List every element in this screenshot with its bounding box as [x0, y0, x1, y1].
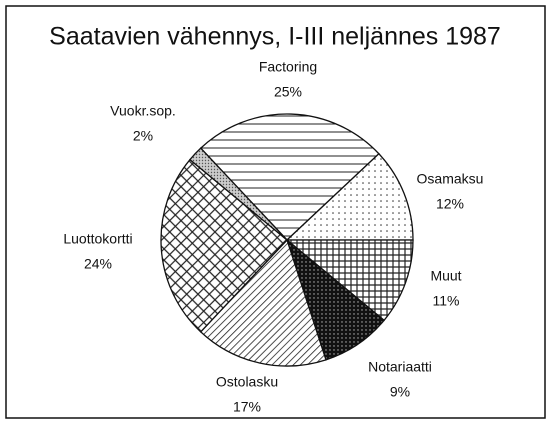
frame	[5, 5, 546, 419]
slice-value-label: 12%	[436, 196, 464, 212]
pie-slice	[188, 147, 288, 241]
slice-label: Ostolasku	[216, 374, 278, 390]
pie-slice	[199, 113, 380, 241]
pie-slice	[160, 158, 288, 333]
slice-label: Luottokortti	[63, 231, 132, 247]
slice-value-label: 17%	[233, 399, 261, 415]
slice-label: Factoring	[259, 59, 317, 75]
slice-label: Osamaksu	[417, 171, 484, 187]
pie-slice	[285, 152, 414, 241]
pie-slice	[285, 239, 414, 322]
slice-value-label: 24%	[84, 256, 112, 272]
slice-value-label: 9%	[390, 384, 410, 400]
slice-label: Muut	[430, 268, 461, 284]
slice-value-label: 2%	[133, 128, 153, 144]
slice-value-label: 11%	[433, 293, 460, 309]
slice-label: Notariaatti	[368, 359, 432, 375]
slice-value-label: 25%	[274, 84, 302, 100]
chart-title: Saatavien vähennys, I-III neljännes 1987	[49, 23, 501, 51]
pie-slice	[199, 238, 327, 367]
slice-label: Vuokr.sop.	[110, 103, 176, 119]
